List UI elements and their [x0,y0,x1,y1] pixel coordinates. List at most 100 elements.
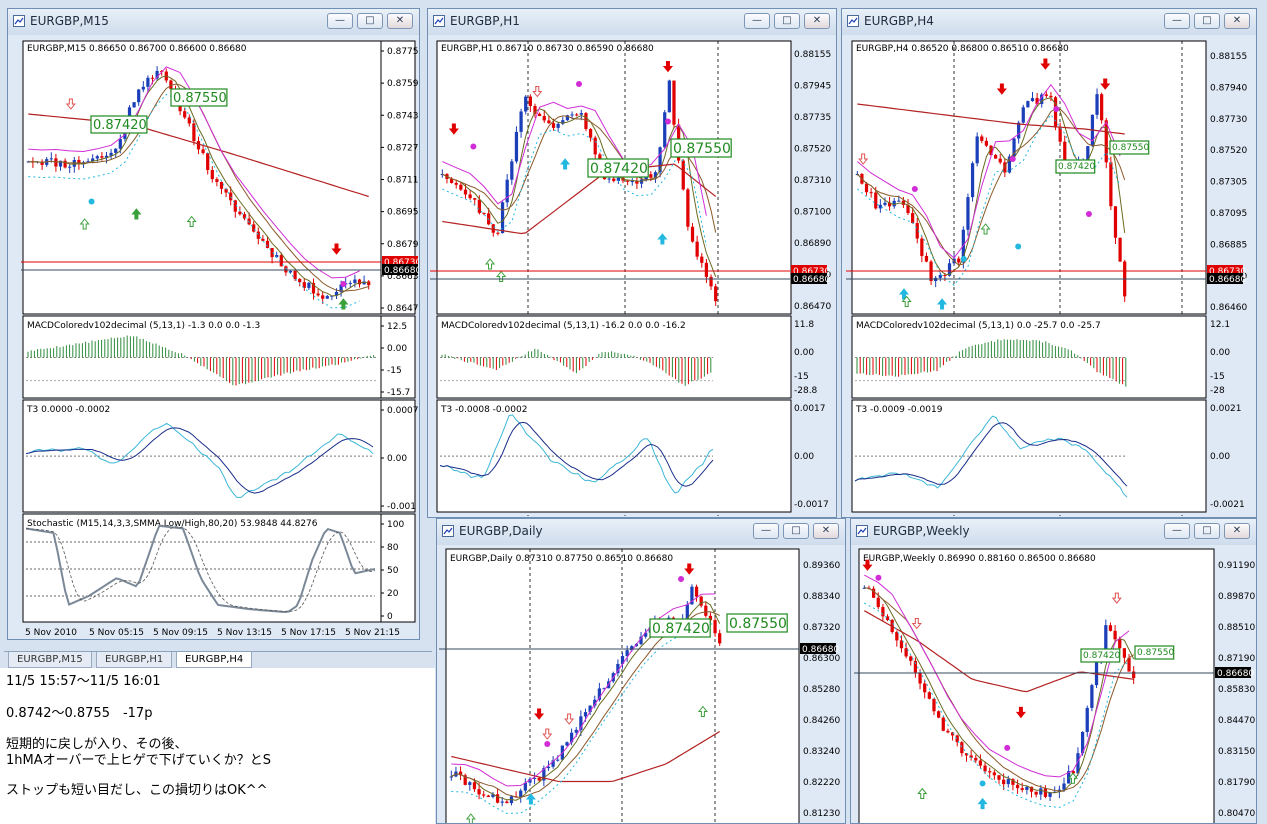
arrow-down-icon [65,98,76,110]
candle-body [1085,707,1089,732]
time-axis-label: 5 Nov 17:15 [281,628,336,638]
indicator-label: Stochastic (M15,14,3,3,SMMA,Low/High,80,… [27,519,318,529]
arrow-up-icon [338,298,349,310]
axis-tick-label: -15 [387,366,402,376]
candle-body [966,197,970,230]
price-chart[interactable]: 0.88155 0.87945 0.87735 0.87520 0.87310 0.871… [428,9,836,517]
candle-body [878,204,882,209]
chart-window-h4[interactable]: EURGBP,H4 — □ ✕ 0.88155 0.87940 0.87730 0.8… [841,8,1257,518]
axis-tick-label: 0.89360 [803,561,840,571]
window-titlebar[interactable]: EURGBP,M15 — □ ✕ [8,9,419,35]
close-button[interactable]: ✕ [1224,13,1250,29]
candle-body [482,212,486,214]
signal-dot-icon [1015,243,1022,250]
candle-body [874,192,878,209]
chart-window-h1[interactable]: EURGBP,H1 — □ ✕ 0.88155 0.87945 0.87735 0.8… [427,8,837,518]
chart-window-daily[interactable]: EURGBP,Daily — □ ✕ 0.89360 0.88340 0.87320… [436,518,846,824]
time-axis-label: 5 Nov 13:15 [217,628,272,638]
minimize-button[interactable]: — [1164,523,1190,539]
memo-line: 短期的に戻しが入り、その後、 [6,737,188,752]
candle-body [588,705,592,713]
close-button[interactable]: ✕ [804,13,830,29]
candle-body [569,732,574,743]
candle-body [224,188,228,193]
maximize-button[interactable]: □ [774,13,800,29]
candle-body [284,266,288,273]
chart-window-weekly[interactable]: EURGBP,Weekly — □ ✕ 0.91190 0.89870 0.8851… [850,518,1257,824]
axis-tick-label: 0.87945 [794,82,831,92]
candle-body [261,238,265,241]
price-box-label: 0.87550 [729,616,787,632]
time-axis-label: 5 Nov 21:15 [345,628,400,638]
maximize-button[interactable]: □ [1194,523,1220,539]
window-titlebar[interactable]: EURGBP,H1 — □ ✕ [428,9,836,35]
candle-body [100,156,104,158]
arrow-up-icon [560,158,571,170]
minimize-button[interactable]: — [327,13,353,29]
maximize-button[interactable]: □ [783,523,809,539]
minimize-button[interactable]: — [1164,13,1190,29]
candle-body [690,586,694,605]
candle-body [533,105,537,114]
moving-average-line [451,730,721,783]
maximize-button[interactable]: □ [1194,13,1220,29]
close-button[interactable]: ✕ [1224,523,1250,539]
window-titlebar[interactable]: EURGBP,Daily — □ ✕ [437,519,845,545]
close-button[interactable]: ✕ [813,523,839,539]
candle-body [892,200,896,207]
candle-body [500,202,505,234]
tab-eurgbp-h1[interactable]: EURGBP,H1 [96,652,173,668]
window-titlebar[interactable]: EURGBP,Weekly — □ ✕ [851,519,1256,545]
candle-body [556,123,560,128]
arrow-up-icon [917,787,928,800]
candle-body [602,688,606,690]
candle-body [275,255,279,258]
minimize-button[interactable]: — [744,13,770,29]
candle-body [883,202,887,205]
price-box-label: 0.87420 [1058,162,1095,172]
stop-line [442,129,707,246]
price-chart[interactable]: 0.88155 0.87940 0.87730 0.87520 0.87305 0.870… [842,9,1256,517]
candle-body [482,794,486,796]
signal-dot-icon [979,780,986,787]
minimize-button[interactable]: — [753,523,779,539]
candle-body [256,231,260,239]
price-box-label: 0.87550 [173,91,227,106]
chart-window-m15[interactable]: EURGBP,M15 — □ ✕ 0.877500.875900.874300.… [7,8,420,640]
candle-body [1080,731,1085,754]
price-chart[interactable]: 0.89360 0.88340 0.87320 0.86300 0.85280 0.842… [437,519,845,823]
moving-average-line [442,108,717,277]
arrow-down-icon [1100,78,1111,90]
arrow-up-icon [901,295,912,307]
candle-body [920,238,924,256]
tab-eurgbp-h4[interactable]: EURGBP,H4 [176,652,253,668]
candle-body [704,262,709,277]
axis-tick-label: 0.81230 [803,809,840,819]
window-title: EURGBP,H1 [450,14,520,28]
tab-eurgbp-m15[interactable]: EURGBP,M15 [8,652,92,668]
indicator-label: MACDColoredv102decimal (5,13,1) -16.2 0.… [441,321,686,331]
moving-average-line [442,163,717,235]
candle-body [713,620,717,634]
candle-body [983,765,987,772]
axis-tick-label: 0.87320 [803,623,840,633]
price-box [90,115,148,134]
close-button[interactable]: ✕ [387,13,413,29]
arrow-down-icon [862,559,873,571]
candle-body [924,255,929,262]
candle-body [463,775,467,785]
price-chart[interactable]: 0.91190 0.89870 0.88510 0.87190 0.85830 0.844… [851,519,1256,823]
arrow-up-icon [936,298,948,310]
maximize-button[interactable]: □ [357,13,383,29]
candle-body [532,777,537,779]
signal-dot-icon [678,576,685,582]
candle-body [1003,162,1007,173]
candle-body [950,732,955,736]
axis-tick-label: 0.86885 [1210,240,1247,250]
candle-body [911,213,915,224]
stop-line [28,93,360,309]
candle-body [649,174,653,178]
candle-body [183,111,187,118]
window-titlebar[interactable]: EURGBP,H4 — □ ✕ [842,9,1256,35]
